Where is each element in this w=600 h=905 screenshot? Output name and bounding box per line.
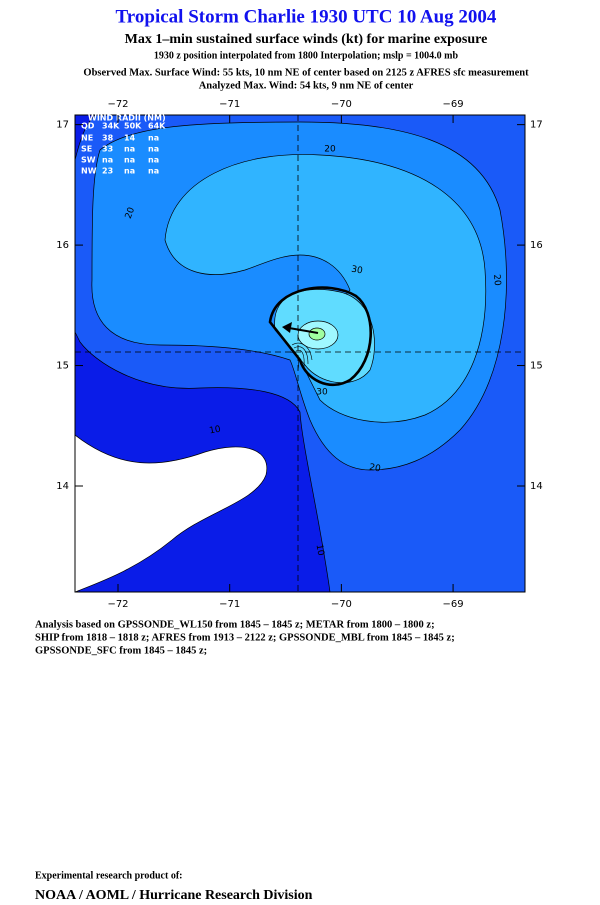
wind-radii-cell: na [148, 134, 159, 143]
contour-label: 10 [314, 544, 326, 557]
x-tick-label: −72 [107, 599, 128, 610]
wind-radii-title: WIND RADII (NM) [88, 114, 166, 123]
x-tick-label: −70 [331, 599, 352, 610]
wind-radii-cell: 33 [102, 145, 113, 154]
axes: −72 −72 −71 −71 −70 −70 −69 −69 14 14 15 15 16 16 17 17 [56, 99, 542, 610]
y-tick-label: 14 [530, 481, 543, 492]
contour-label: 10 [209, 425, 222, 437]
wind-radii-cell: na [148, 156, 159, 165]
wind-radii-cell: na [102, 156, 113, 165]
x-tick-label: −72 [107, 99, 128, 110]
wind-radii-header: QD [81, 122, 95, 131]
footer-note: Experimental research product of: [35, 870, 182, 881]
contour-label: 30 [316, 388, 328, 398]
contour-label: 20 [124, 206, 137, 220]
field-max [308, 327, 326, 341]
map-field [75, 115, 525, 592]
x-tick-label: −69 [443, 599, 464, 610]
y-tick-label: 15 [530, 361, 543, 372]
title: Tropical Storm Charlie 1930 UTC 10 Aug 2… [116, 6, 497, 27]
wind-radii-header: 34K [102, 122, 120, 131]
wind-radii-cell: na [148, 145, 159, 154]
y-tick-label: 17 [530, 120, 543, 131]
wind-radii-cell: NW [81, 167, 97, 176]
y-tick-label: 16 [530, 240, 543, 251]
y-tick-label: 14 [56, 481, 69, 492]
wind-radii-cell: SW [81, 156, 96, 165]
arrow-head [282, 322, 292, 333]
footer-org: NOAA / AOML / Hurricane Research Divisio… [35, 888, 313, 903]
contour-label: 20 [324, 145, 336, 155]
wind-radii-cell: na [124, 156, 135, 165]
wind-radii-cell: na [124, 145, 135, 154]
wind-radii-cell: na [148, 167, 159, 176]
wind-radii-cell: NE [81, 134, 93, 143]
wind-radii-table: WIND RADII (NM)QD 34K 50K 64K NE 38 14 na SE 33 na… [81, 114, 166, 176]
analyzed: Analyzed Max. Wind: 54 kts, 9 nm NE of c… [199, 80, 414, 91]
x-tick-label: −69 [443, 99, 464, 110]
wind-radii-cell: SE [81, 145, 92, 154]
field-30-40 [164, 154, 487, 423]
contour-labels: 20 20 30 20 10 30 20 10 [124, 145, 502, 557]
analysis-line: GPSSONDE_SFC from 1845 – 1845 z; [35, 645, 207, 656]
x-tick-label: −70 [331, 99, 352, 110]
subtitle: Max 1–min sustained surface winds (kt) f… [125, 32, 488, 47]
motion-arrow [288, 327, 319, 334]
note: 1930 z position interpolated from 1800 I… [154, 50, 459, 61]
contour-label: 20 [491, 274, 502, 287]
observed: Observed Max. Surface Wind: 55 kts, 10 n… [83, 67, 529, 78]
wind-radii-cell: 23 [102, 167, 113, 176]
thick-contour [268, 286, 373, 386]
contour-label: 30 [350, 265, 363, 277]
x-tick-label: −71 [219, 99, 240, 110]
analysis-line: Analysis based on GPSSONDE_WL150 from 18… [35, 619, 435, 630]
wind-radii-header: 50K [124, 122, 142, 131]
contour-label: 20 [368, 463, 381, 475]
wind-radii-cell: na [124, 167, 135, 176]
wind-radii-cell: 38 [102, 134, 114, 143]
y-tick-label: 17 [56, 120, 69, 131]
calm-area [75, 434, 268, 592]
map-frame [74, 114, 526, 593]
analysis-line: SHIP from 1818 – 1818 z; AFRES from 1913… [35, 632, 455, 643]
wind-radii-header: 64K [148, 122, 166, 131]
y-tick-label: 16 [56, 240, 69, 251]
x-tick-label: −71 [219, 599, 240, 610]
wind-radii-cell: 14 [124, 134, 136, 143]
y-tick-label: 15 [56, 361, 69, 372]
